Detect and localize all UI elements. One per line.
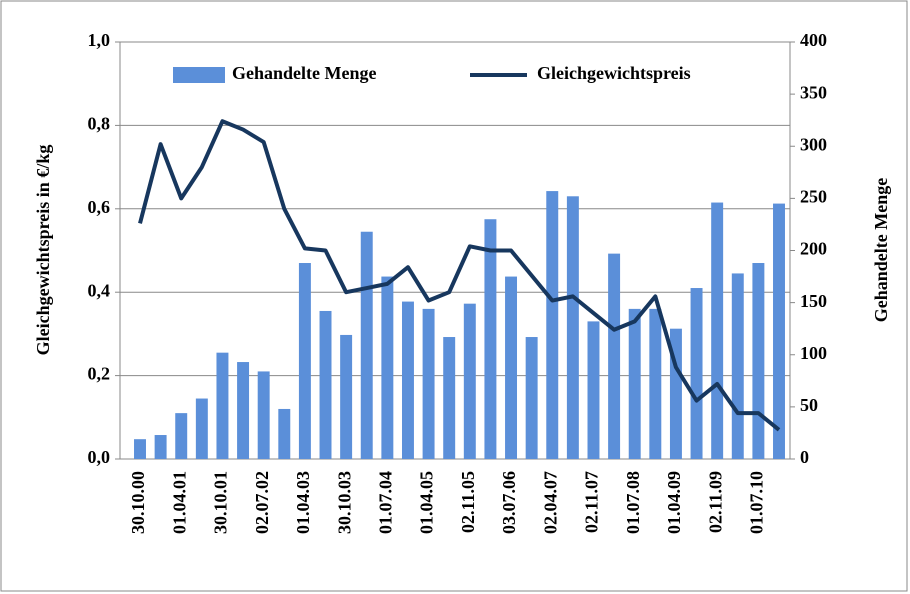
y-tick-label: 1,0: [88, 30, 111, 50]
x-tick-label: 03.07.06: [499, 471, 519, 534]
x-tick-label: 01.07.10: [747, 471, 767, 534]
x-tick-label: 01.04.03: [293, 471, 313, 534]
x-tick-label: 02.04.07: [540, 471, 560, 534]
bar: [443, 337, 456, 459]
y2-tick-label: 400: [800, 30, 827, 50]
bar: [587, 321, 600, 459]
x-tick-label: 02.11.09: [705, 471, 725, 533]
bar: [649, 308, 662, 459]
x-tick-label: 01.07.04: [375, 471, 395, 534]
bar: [237, 362, 250, 459]
x-tick-label: 01.07.08: [623, 471, 643, 534]
bar: [628, 308, 641, 459]
y2-tick-label: 200: [800, 239, 827, 259]
bar: [319, 310, 332, 459]
y-tick-label: 0,8: [88, 114, 111, 134]
bar: [773, 203, 785, 459]
y-tick-label: 0,0: [88, 447, 111, 467]
x-tick-label: 01.04.01: [169, 471, 189, 534]
bar: [298, 263, 311, 459]
bar: [278, 408, 291, 459]
y2-tick-label: 250: [800, 187, 827, 207]
bar: [463, 303, 476, 459]
bar: [154, 435, 167, 459]
bar: [525, 337, 538, 459]
x-tick-label: 01.04.09: [664, 471, 684, 534]
x-tick-label: 30.10.01: [211, 471, 231, 534]
bar: [690, 288, 703, 459]
legend-swatch: [173, 67, 225, 83]
bar: [752, 263, 765, 459]
legend-label: Gleichgewichtspreis: [537, 63, 691, 83]
y-tick-label: 0,2: [88, 364, 111, 384]
x-tick-label: 30.10.03: [334, 471, 354, 534]
bar: [566, 196, 579, 460]
y2-tick-label: 350: [800, 82, 827, 102]
bar: [360, 231, 373, 459]
y-tick-label: 0,4: [88, 280, 111, 300]
bar: [216, 352, 229, 459]
y2-axis-title: Gehandelte Menge: [871, 178, 891, 322]
bar: [134, 439, 146, 459]
y-tick-label: 0,6: [88, 197, 111, 217]
bar: [195, 398, 208, 459]
y2-tick-label: 300: [800, 134, 827, 154]
bar: [669, 328, 682, 459]
x-tick-label: 01.04.05: [417, 471, 437, 534]
x-tick-label: 02.11.05: [458, 471, 478, 533]
x-tick-label: 02.11.07: [582, 471, 602, 533]
bar: [340, 334, 353, 459]
y2-tick-label: 150: [800, 291, 827, 311]
legend-label: Gehandelte Menge: [232, 63, 376, 83]
line: [138, 119, 781, 432]
bar: [381, 276, 394, 459]
y2-tick-label: 100: [800, 343, 827, 363]
y2-tick-label: 50: [800, 395, 818, 415]
bar: [731, 273, 744, 459]
bar: [608, 253, 621, 459]
bar: [505, 276, 518, 459]
x-tick-label: 02.07.02: [252, 471, 272, 534]
x-tick-label: 30.10.00: [128, 471, 148, 534]
y-axis-title: Gleichgewichtspreis in €/kg: [33, 145, 53, 356]
bar: [484, 219, 497, 459]
bar: [257, 371, 270, 459]
y2-tick-label: 0: [800, 447, 809, 467]
bar: [422, 308, 435, 459]
bar: [546, 191, 559, 459]
bar: [711, 202, 724, 460]
bar: [401, 301, 414, 459]
bar: [175, 413, 188, 459]
